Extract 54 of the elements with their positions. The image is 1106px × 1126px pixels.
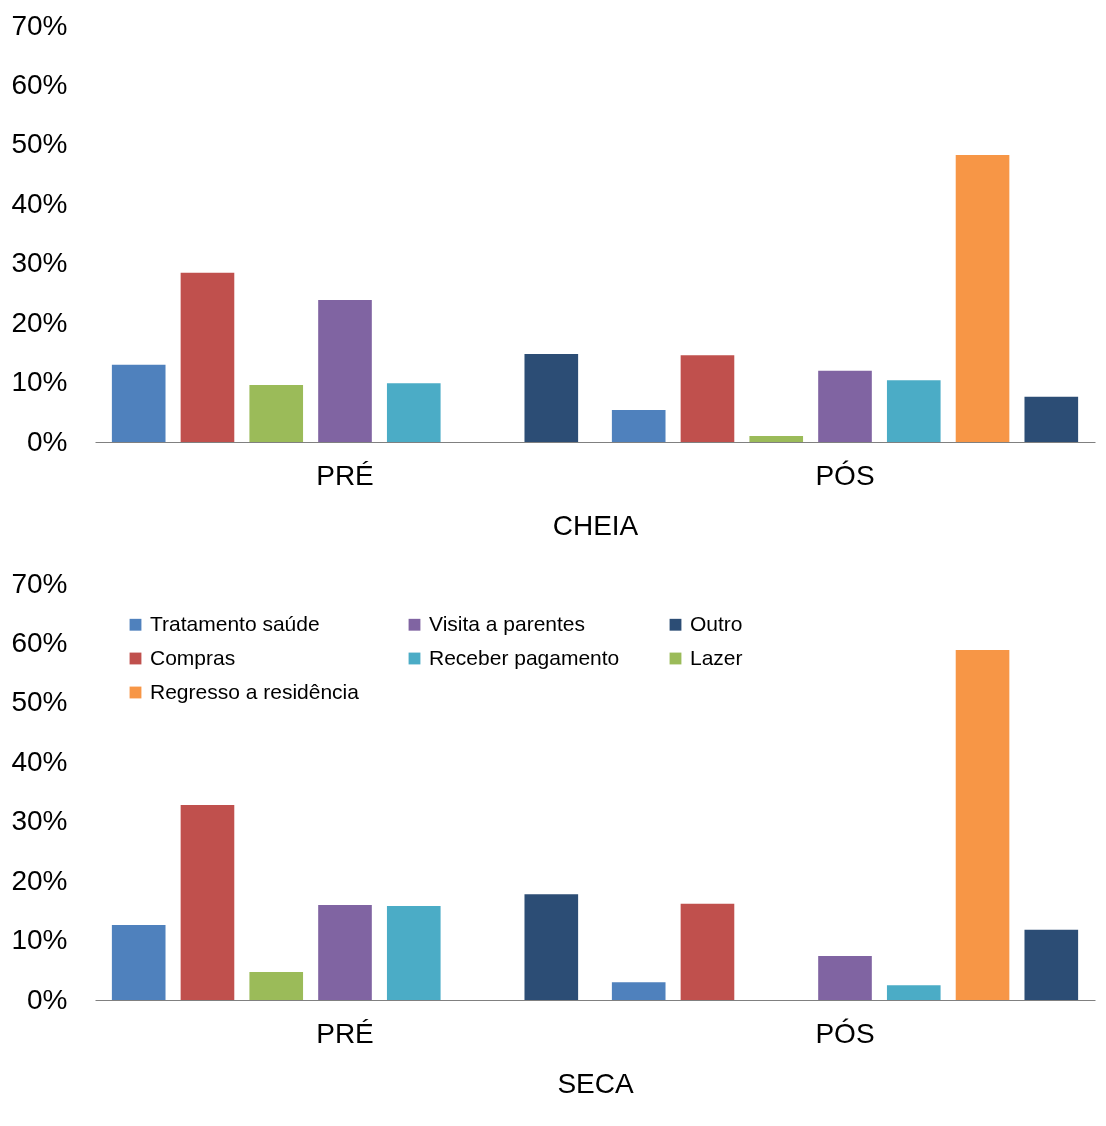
bar bbox=[386, 383, 441, 442]
x-tick-label: PÓS bbox=[815, 459, 875, 491]
bar bbox=[524, 894, 579, 1000]
y-tick-label: 60% bbox=[11, 626, 68, 658]
bar bbox=[749, 436, 804, 442]
y-tick-label: 40% bbox=[11, 187, 68, 219]
y-tick-label: 40% bbox=[11, 745, 68, 777]
bar bbox=[680, 355, 735, 442]
x-axis-title: SECA bbox=[557, 1067, 634, 1099]
legend-label: Regresso a residência bbox=[150, 679, 360, 703]
x-tick-label: PRÉ bbox=[316, 459, 374, 491]
y-tick-label: 10% bbox=[11, 924, 68, 956]
legend-label: Receber pagamento bbox=[429, 645, 620, 669]
bar bbox=[1024, 929, 1079, 1000]
y-tick-label: 0% bbox=[27, 425, 68, 457]
y-tick-label: 30% bbox=[11, 247, 68, 279]
y-tick-label: 50% bbox=[11, 128, 68, 160]
y-tick-label: 20% bbox=[11, 864, 68, 896]
bar bbox=[886, 380, 941, 442]
bar bbox=[249, 972, 304, 1000]
legend-label: Lazer bbox=[690, 645, 743, 669]
y-tick-label: 30% bbox=[11, 805, 68, 837]
bar bbox=[818, 956, 872, 1000]
bar bbox=[680, 903, 735, 1000]
legend-label: Tratamento saúde bbox=[150, 611, 320, 635]
bar bbox=[611, 409, 666, 442]
bar bbox=[111, 364, 166, 442]
x-axis-title: CHEIA bbox=[552, 509, 639, 541]
y-tick-label: 60% bbox=[11, 68, 68, 100]
bar bbox=[886, 985, 941, 1000]
legend-label: Visita a parentes bbox=[429, 611, 586, 635]
x-tick-label: PÓS bbox=[815, 1017, 875, 1049]
bar bbox=[955, 154, 1010, 442]
bar bbox=[386, 906, 441, 1000]
bar bbox=[524, 354, 579, 442]
bar bbox=[180, 272, 235, 442]
bar bbox=[955, 649, 1010, 1000]
bar bbox=[818, 370, 872, 442]
bar bbox=[180, 805, 235, 1000]
x-tick-label: PRÉ bbox=[316, 1017, 374, 1049]
bar bbox=[318, 904, 372, 1000]
bar bbox=[111, 925, 166, 1000]
y-tick-label: 20% bbox=[11, 306, 68, 338]
bar bbox=[611, 982, 666, 1000]
y-tick-label: 70% bbox=[11, 9, 68, 41]
y-tick-label: 10% bbox=[11, 366, 68, 398]
y-tick-label: 50% bbox=[11, 686, 68, 718]
legend-label: Outro bbox=[690, 611, 743, 635]
legend-label: Compras bbox=[150, 645, 236, 669]
bar bbox=[1024, 396, 1079, 442]
bar bbox=[318, 299, 372, 442]
y-tick-label: 70% bbox=[11, 567, 68, 599]
bar bbox=[249, 384, 304, 442]
y-tick-label: 0% bbox=[27, 983, 68, 1015]
